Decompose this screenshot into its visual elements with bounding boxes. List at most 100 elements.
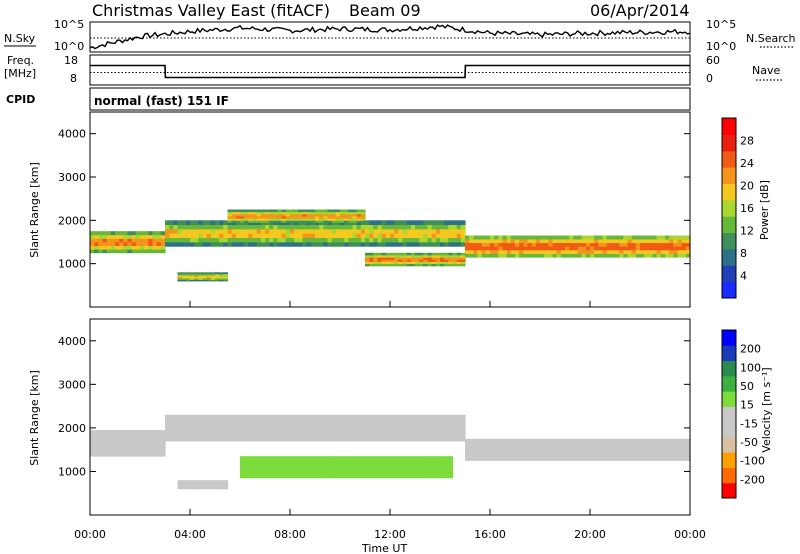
- velocity-cell: [231, 414, 237, 420]
- power-cell: [227, 211, 233, 215]
- velocity-cell: [431, 474, 437, 479]
- power-cell: [223, 279, 229, 282]
- velocity-cell: [402, 467, 408, 472]
- power-cell: [440, 263, 445, 267]
- power-cell: [665, 253, 670, 258]
- power-cell: [227, 233, 233, 238]
- velocity-cell: [381, 419, 387, 424]
- velocity-cell: [119, 443, 124, 448]
- power-cell: [277, 229, 283, 234]
- velocity-cell: [335, 436, 341, 442]
- power-cell: [227, 216, 233, 219]
- power-cell: [390, 261, 395, 265]
- velocity-cell: [465, 453, 470, 458]
- velocity-cell: [135, 430, 141, 435]
- power-cell: [140, 234, 145, 239]
- velocity-cell: [440, 414, 445, 420]
- velocity-cell: [273, 435, 279, 437]
- velocity-cell: [198, 414, 204, 420]
- power-cell: [377, 263, 383, 267]
- power-cell: [190, 229, 195, 234]
- velocity-cell: [506, 449, 512, 454]
- velocity-cell: [331, 456, 337, 461]
- velocity-cell: [169, 436, 174, 442]
- velocity-cell: [127, 434, 133, 440]
- velocity-cell: [356, 463, 362, 468]
- power-cell: [298, 218, 304, 221]
- velocity-cell: [298, 467, 304, 472]
- velocity-cell: [506, 438, 512, 443]
- velocity-ytick-label: 4000: [58, 335, 86, 348]
- power-cell: [323, 209, 329, 213]
- power-cell: [494, 249, 499, 254]
- power-cell: [194, 273, 199, 276]
- velocity-cell: [215, 432, 220, 437]
- power-colorbar-swatch: [722, 134, 736, 152]
- velocity-cell: [544, 438, 549, 443]
- power-cell: [219, 279, 224, 282]
- velocity-cell: [527, 449, 533, 454]
- power-cell: [435, 237, 441, 243]
- power-cell: [140, 249, 145, 254]
- power-cell: [123, 249, 129, 254]
- power-cell: [290, 220, 295, 223]
- power-cell: [552, 235, 558, 240]
- power-cell: [619, 253, 624, 258]
- power-cell: [606, 246, 612, 251]
- velocity-cell: [415, 436, 420, 442]
- velocity-cell: [340, 459, 345, 464]
- velocity-cell: [406, 463, 412, 468]
- velocity-cell: [644, 442, 649, 447]
- power-cell: [277, 218, 283, 221]
- power-cell: [340, 211, 345, 215]
- power-cell: [194, 275, 199, 277]
- velocity-cell: [448, 432, 454, 437]
- power-cell: [356, 224, 362, 230]
- velocity-cell: [198, 484, 204, 487]
- power-cell: [310, 218, 316, 221]
- velocity-cell: [369, 432, 374, 437]
- power-cell: [406, 220, 412, 225]
- power-cell: [477, 239, 483, 244]
- velocity-cell: [373, 470, 379, 475]
- power-cell: [402, 259, 408, 262]
- power-cell: [131, 234, 137, 239]
- velocity-cell: [415, 427, 420, 433]
- power-cell: [402, 224, 408, 230]
- power-cell: [285, 242, 291, 247]
- velocity-cell: [210, 480, 216, 483]
- velocity-cell: [306, 456, 312, 461]
- power-cell: [331, 237, 337, 243]
- velocity-cell: [394, 467, 399, 472]
- velocity-cell: [310, 463, 316, 468]
- power-cell: [331, 233, 337, 238]
- velocity-cell: [419, 474, 424, 479]
- velocity-cell: [277, 423, 283, 429]
- velocity-cell: [598, 446, 604, 450]
- power-cell: [669, 242, 674, 247]
- velocity-cell: [444, 467, 449, 472]
- power-cell: [190, 275, 195, 277]
- power-cell: [635, 239, 641, 244]
- power-cell: [381, 257, 387, 260]
- power-cell: [631, 235, 637, 240]
- velocity-cell: [294, 423, 299, 429]
- velocity-cell: [369, 419, 374, 424]
- power-cell: [373, 252, 379, 256]
- velocity-cell: [394, 459, 399, 464]
- velocity-cell: [540, 442, 545, 447]
- power-cell: [369, 261, 374, 265]
- velocity-cell: [131, 438, 137, 444]
- power-cell: [415, 255, 420, 258]
- power-cell: [460, 220, 466, 225]
- velocity-cell: [290, 433, 295, 436]
- velocity-cell: [281, 435, 287, 437]
- velocity-cell: [173, 427, 179, 433]
- velocity-cell: [248, 459, 254, 464]
- power-cell: [640, 239, 645, 244]
- velocity-cell: [344, 432, 349, 437]
- power-cell: [594, 253, 599, 258]
- power-cell: [290, 213, 295, 217]
- power-cell: [298, 209, 304, 213]
- velocity-cell: [340, 423, 345, 429]
